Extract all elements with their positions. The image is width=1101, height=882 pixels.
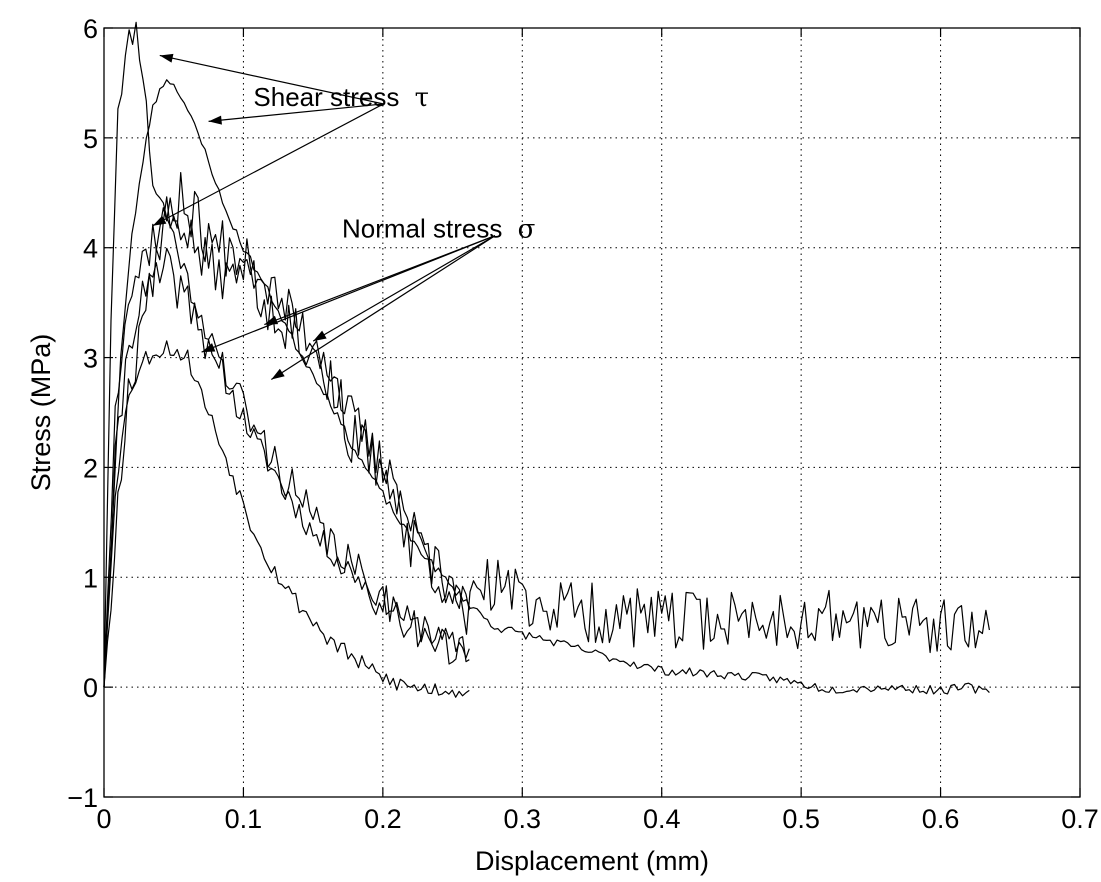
tau-symbol: τ [415,83,429,113]
grid-lines [104,28,1080,797]
stress-curves [103,21,990,698]
normal-stress-annotation: Normal stress σ [342,214,535,245]
y-tick-label: 1 [83,563,98,593]
annotation-arrow-1-1 [159,54,384,105]
annotation-arrow-2-4 [312,235,496,342]
x-tick-label: 0.1 [225,804,263,834]
normal-stress-curve-6 [103,172,990,688]
x-tick-label: 0.2 [364,804,402,834]
sigma-symbol: σ [518,215,536,245]
x-tick-label: 0.7 [1061,804,1099,834]
x-tick-label: 0.3 [504,804,542,834]
annotation-arrow-2-4-head [313,330,327,342]
shear-stress-annotation: Shear stress τ [253,82,429,113]
normal-stress-curve-3 [103,197,470,688]
x-tick-label: 0.6 [922,804,960,834]
annotation-arrow-1-3 [152,103,384,227]
axis-ticks [103,27,1081,798]
x-tick-label: 0.4 [643,804,681,834]
annotation-arrow-2-2-head [264,315,279,325]
annotation-arrow-2-3-head [271,368,285,380]
annotation-arrow-2-2 [264,235,496,326]
normal-stress-curve-4 [103,247,470,688]
x-tick-label: 0.5 [782,804,820,834]
y-tick-labels: −1 0 1 2 3 4 5 6 [67,14,98,813]
annotation-arrow-1-3-head [152,215,167,226]
annotation-arrow-1-2-head [208,115,222,125]
x-axis-label: Displacement (mm) [475,846,709,876]
normal-stress-curve-5 [103,340,470,698]
annotation-arrow-2-1-head [201,343,216,353]
plot-frame [103,27,1081,798]
y-tick-label: 3 [83,344,98,374]
y-tick-label: 0 [83,673,98,703]
annotation-arrows [152,53,496,381]
y-tick-label: 5 [83,124,98,154]
y-tick-label: 4 [83,234,98,264]
x-tick-labels: 0 0.1 0.2 0.3 0.4 0.5 0.6 0.7 [96,804,1098,834]
y-tick-label: 6 [83,14,98,44]
shear-stress-label: Shear stress [253,82,399,112]
y-tick-label: −1 [67,783,98,813]
annotation-arrow-1-1-head [159,53,174,63]
annotation-arrow-2-3 [270,235,496,381]
annotation-arrow-1-2 [208,103,384,122]
y-axis-label: Stress (MPa) [26,334,56,492]
x-tick-label: 0 [96,804,111,834]
y-tick-label: 2 [83,453,98,483]
normal-stress-label: Normal stress [342,214,502,244]
